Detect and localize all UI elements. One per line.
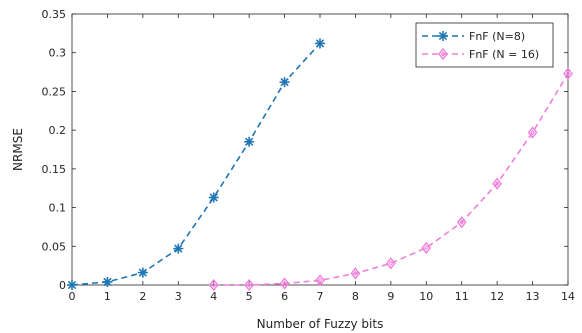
data-point: [102, 276, 113, 287]
diamond-outer: [456, 216, 467, 229]
legend-label: FnF (N = 16): [469, 48, 539, 61]
diamond-outer: [279, 277, 290, 290]
data-point: [385, 257, 396, 270]
legend-items: FnF (N=8) FnF (N = 16): [422, 30, 539, 61]
y-tick-label: 0.05: [42, 240, 67, 253]
legend-marker: [438, 31, 448, 41]
asterisk-stroke: [103, 277, 112, 287]
legend: FnF (N=8) FnF (N = 16): [415, 22, 554, 68]
x-tick-label: 1: [104, 290, 111, 303]
x-tick-label: 2: [139, 290, 146, 303]
y-tick-label: 0.2: [49, 124, 67, 137]
series-line: [71, 42, 321, 286]
data-point: [173, 243, 184, 254]
data-point: [563, 67, 573, 80]
data-point: [244, 278, 255, 292]
diamond-inner: [317, 277, 323, 284]
diamond-inner: [530, 129, 535, 136]
y-tick-label: 0.3: [49, 47, 67, 60]
data-point: [492, 177, 503, 190]
diamond-inner: [494, 180, 500, 187]
x-tick-label: 6: [281, 290, 288, 303]
data-point: [315, 274, 325, 287]
y-tick-label: 0.35: [42, 8, 67, 21]
diamond-inner: [211, 282, 216, 288]
diamond-inner: [388, 260, 394, 267]
x-ticks: 0 1 2 3 4 5 6 7 8 9 10 11 12 13 14: [69, 14, 575, 303]
data-point: [137, 267, 148, 278]
data-point: [208, 278, 219, 292]
asterisk-stroke: [438, 31, 448, 41]
diamond-outer: [385, 257, 396, 270]
data-point: [527, 126, 538, 139]
diamond-outer: [438, 47, 448, 61]
x-tick-label: 7: [317, 290, 324, 303]
series-2: [208, 67, 573, 292]
diamond-outer: [350, 267, 361, 280]
x-axis-title: Number of Fuzzy bits: [257, 317, 384, 331]
diamond-inner: [424, 245, 429, 251]
data-point: [67, 280, 77, 290]
y-axis-title: NRMSE: [11, 128, 25, 171]
diamond-outer: [244, 278, 255, 292]
x-tick-label: 3: [175, 290, 182, 303]
data-point: [279, 277, 290, 290]
x-tick-label: 12: [490, 290, 504, 303]
y-tick-label: 0.15: [42, 163, 67, 176]
diamond-outer: [527, 126, 538, 139]
legend-item: FnF (N = 16): [422, 47, 539, 61]
y-tick-label: 0.1: [49, 202, 67, 215]
data-point: [208, 192, 219, 203]
data-point: [350, 267, 361, 280]
series-line: [213, 73, 569, 286]
asterisk-stroke: [67, 280, 77, 290]
legend-box: [415, 22, 554, 68]
data-point: [456, 216, 467, 229]
x-tick-label: 13: [526, 290, 540, 303]
x-tick-label: 10: [419, 290, 433, 303]
x-tick-label: 9: [387, 290, 394, 303]
y-tick-label: 0: [59, 279, 66, 292]
x-tick-label: 14: [561, 290, 575, 303]
diamond-outer: [421, 241, 432, 254]
asterisk-stroke: [315, 39, 325, 48]
asterisk-stroke: [174, 244, 183, 253]
y-tick-label: 0.25: [42, 85, 67, 98]
legend-label: FnF (N=8): [469, 30, 525, 43]
legend-marker: [438, 47, 448, 61]
diamond-inner: [353, 270, 358, 277]
asterisk-stroke: [244, 137, 254, 146]
diamond-inner: [565, 70, 571, 77]
asterisk-stroke: [138, 268, 148, 277]
data-point: [315, 38, 325, 49]
diamond-outer: [492, 177, 503, 190]
diamond-outer: [563, 67, 573, 80]
data-point: [244, 136, 255, 147]
x-tick-label: 5: [246, 290, 253, 303]
series-layer: [67, 38, 573, 292]
data-point: [421, 241, 432, 254]
x-tick-label: 0: [69, 290, 76, 303]
x-tick-label: 4: [210, 290, 217, 303]
diamond-inner: [459, 219, 464, 226]
diamond-inner: [440, 51, 446, 57]
y-ticks: 0 0.05 0.1 0.15 0.2 0.25 0.3 0.35: [42, 8, 568, 292]
diamond-outer: [208, 278, 219, 292]
data-point: [279, 77, 290, 88]
legend-item: FnF (N=8): [422, 30, 525, 43]
diamond-outer: [315, 274, 325, 287]
asterisk-stroke: [209, 193, 218, 202]
x-tick-label: 8: [352, 290, 359, 303]
diamond-inner: [246, 282, 252, 288]
asterisk-stroke: [280, 77, 289, 87]
x-tick-label: 11: [455, 290, 469, 303]
diamond-inner: [282, 280, 287, 287]
series-1: [67, 38, 325, 290]
